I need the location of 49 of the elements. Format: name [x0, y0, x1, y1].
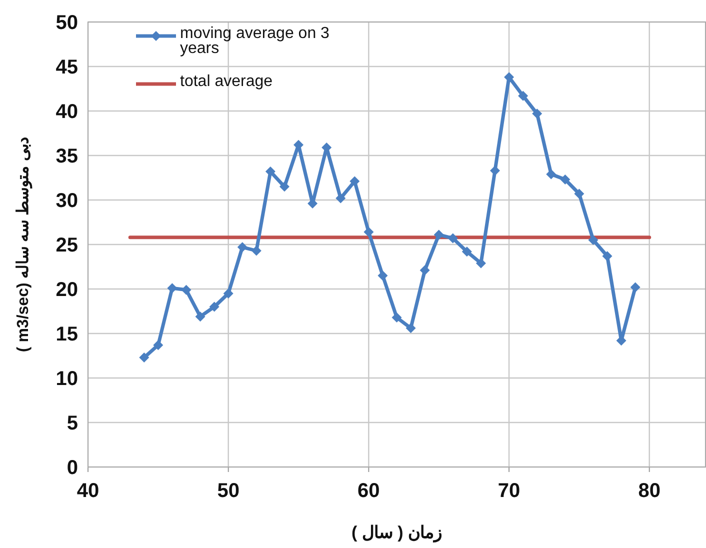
point — [406, 323, 416, 334]
point — [462, 246, 472, 257]
point — [630, 282, 640, 292]
x-tick-label: 70 — [498, 480, 520, 502]
y-tick-label: 15 — [56, 324, 78, 346]
x-tick-label: 80 — [638, 480, 660, 502]
point — [518, 90, 528, 101]
point — [209, 302, 220, 312]
y-tick-label: 10 — [56, 368, 78, 390]
point — [336, 193, 346, 204]
point — [420, 265, 430, 276]
y-tick-label: 45 — [56, 56, 78, 78]
y-tick-label: 35 — [56, 146, 78, 168]
y-tick-label: 40 — [56, 101, 78, 123]
x-tick-label: 60 — [358, 480, 380, 502]
point — [560, 174, 570, 185]
point — [378, 270, 388, 281]
y-tick-label: 20 — [56, 279, 78, 301]
x-tick-label: 50 — [217, 480, 240, 502]
y-tick-label: 30 — [56, 190, 78, 212]
legend-label: total average — [180, 73, 274, 90]
point — [490, 166, 500, 176]
point — [434, 230, 444, 240]
point — [476, 258, 486, 268]
y-tick-label: 25 — [56, 234, 78, 256]
point — [279, 182, 290, 192]
y-tick-label: 50 — [56, 12, 78, 34]
point — [167, 283, 178, 294]
point — [350, 176, 360, 186]
point — [237, 242, 248, 252]
point — [588, 235, 598, 246]
point — [364, 227, 374, 238]
point — [251, 246, 262, 256]
point — [574, 188, 584, 199]
legend-label: moving average on 3 years — [180, 25, 330, 57]
point — [392, 312, 402, 322]
point — [195, 312, 206, 322]
point — [181, 284, 192, 295]
point — [546, 169, 556, 180]
point — [139, 352, 150, 363]
point — [153, 340, 164, 350]
x-axis-title: زمان ( سال ) — [352, 523, 442, 543]
point — [602, 251, 612, 262]
y-axis-title: دبی متوسط سه ساله (m3/sec ) — [15, 136, 33, 352]
y-tick-label: 0 — [66, 457, 78, 479]
point — [223, 288, 234, 298]
point — [532, 108, 542, 119]
point — [448, 233, 458, 244]
y-tick-label: 5 — [66, 412, 78, 434]
